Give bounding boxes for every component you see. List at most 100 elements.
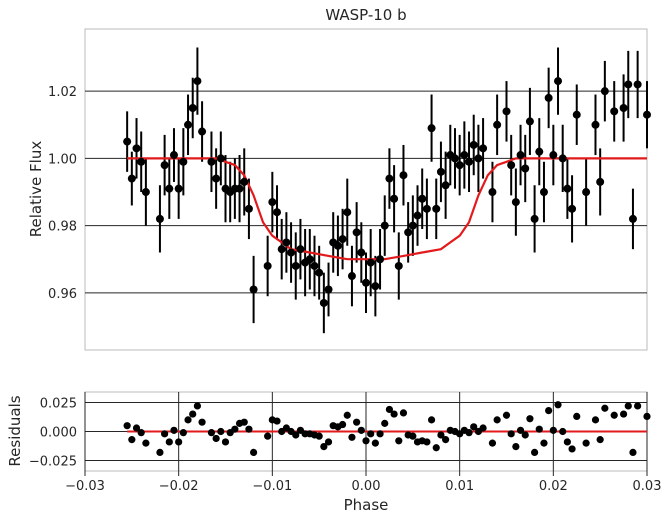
- flux-point: [380, 221, 389, 230]
- x-tick-label: 0.02: [539, 479, 568, 494]
- flux-point: [296, 245, 305, 254]
- residual-point: [624, 402, 632, 410]
- x-tick-label: 0.01: [445, 479, 474, 494]
- residual-point: [137, 429, 145, 437]
- residual-point: [521, 431, 529, 439]
- flux-point: [544, 93, 553, 102]
- residual-point: [502, 411, 511, 419]
- residual-point: [629, 448, 637, 457]
- residual-point: [367, 430, 375, 438]
- flux-point: [563, 184, 572, 193]
- flux-point: [502, 107, 511, 116]
- flux-point: [127, 174, 136, 183]
- residual-point: [165, 438, 173, 446]
- flux-point: [624, 80, 633, 89]
- flux-point: [390, 194, 399, 203]
- flux-point: [600, 87, 609, 96]
- flux-point: [179, 157, 188, 166]
- flux-point: [591, 120, 600, 129]
- flux-point: [362, 278, 370, 287]
- residual-point: [376, 430, 384, 438]
- residual-point: [357, 426, 365, 434]
- flux-point: [511, 198, 520, 207]
- flux-point: [418, 194, 427, 203]
- flux-point: [347, 272, 356, 281]
- flux-point: [268, 198, 277, 207]
- residual-point: [324, 438, 333, 446]
- flux-point: [633, 80, 642, 89]
- residual-point: [479, 424, 487, 432]
- residual-point: [526, 415, 534, 423]
- residual-point: [470, 423, 478, 431]
- residuals-y-tick-label: 0.025: [40, 396, 77, 411]
- flux-point: [160, 161, 169, 170]
- residual-point: [315, 432, 323, 440]
- residual-point: [563, 438, 571, 446]
- residuals-y-tick-label: 0.000: [40, 426, 77, 441]
- residual-point: [488, 439, 497, 447]
- flux-point: [315, 268, 324, 277]
- flux-point: [376, 255, 385, 264]
- flux-point: [441, 181, 450, 190]
- residual-point: [493, 416, 501, 424]
- flux-point: [193, 77, 202, 86]
- residuals-panel: −0.025 0.000 0.025 −0.03 −0.02 −0.01 0.00 0.01…: [6, 391, 661, 514]
- flux-point: [184, 120, 193, 129]
- flux-point: [521, 164, 530, 173]
- flux-point: [333, 241, 342, 250]
- flux-point: [291, 261, 300, 270]
- x-tick-label: 0.00: [352, 479, 381, 494]
- flux-point: [530, 214, 539, 223]
- residual-data-points: [123, 401, 651, 457]
- residual-point: [240, 418, 248, 426]
- flux-point: [287, 248, 296, 257]
- flux-point: [558, 154, 567, 163]
- flux-point: [132, 144, 141, 153]
- x-axis-label: Phase: [344, 496, 389, 514]
- residual-point: [231, 425, 239, 433]
- flux-point: [479, 144, 488, 153]
- flux-point: [240, 177, 249, 186]
- flux-y-tick-label: 0.96: [48, 287, 77, 302]
- flux-point: [249, 285, 258, 294]
- flux-y-tick-label: 1.02: [48, 85, 77, 100]
- flux-y-tick-labels: 0.96 0.98 1.00 1.02: [48, 85, 77, 302]
- flux-point: [488, 188, 497, 197]
- flux-point: [357, 248, 366, 257]
- flux-point: [155, 214, 164, 223]
- flux-point: [436, 167, 445, 176]
- flux-point: [338, 235, 347, 244]
- flux-point: [319, 298, 328, 307]
- residual-point: [170, 426, 178, 434]
- residual-point: [161, 430, 169, 438]
- residual-point: [634, 402, 642, 410]
- residuals-y-tick-labels: −0.025 0.000 0.025: [29, 396, 77, 469]
- flux-point: [343, 208, 352, 217]
- flux-point: [455, 161, 464, 170]
- flux-point: [366, 258, 375, 267]
- residual-point: [591, 416, 600, 424]
- flux-point: [525, 117, 534, 126]
- flux-point: [310, 261, 319, 270]
- flux-point: [408, 221, 417, 230]
- flux-point: [277, 245, 286, 254]
- flux-point: [305, 255, 314, 264]
- residual-point: [432, 444, 440, 452]
- residual-point: [554, 401, 562, 409]
- flux-point: [465, 157, 474, 166]
- residual-point: [610, 411, 618, 419]
- flux-y-tick-label: 0.98: [48, 220, 77, 235]
- flux-point: [385, 174, 394, 183]
- residual-point: [399, 409, 408, 417]
- flux-y-tick-label: 1.00: [48, 152, 77, 167]
- residual-point: [601, 404, 609, 412]
- flux-point: [399, 171, 408, 180]
- flux-point: [263, 261, 272, 270]
- flux-panel: 0.96 0.98 1.00 1.02 WASP-10 b Relative Flux: [27, 6, 651, 351]
- residual-point: [531, 448, 539, 457]
- x-tick-label: −0.02: [159, 479, 199, 494]
- residual-point: [193, 402, 201, 410]
- flux-point: [165, 184, 174, 193]
- flux-point: [273, 208, 282, 217]
